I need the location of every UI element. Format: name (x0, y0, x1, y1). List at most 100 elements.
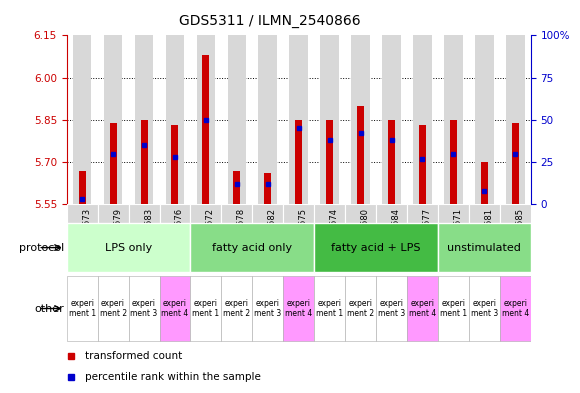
Text: GSM1034571: GSM1034571 (454, 208, 462, 264)
FancyBboxPatch shape (345, 276, 376, 341)
FancyBboxPatch shape (500, 276, 531, 341)
FancyBboxPatch shape (222, 204, 252, 273)
Bar (227, 35, 246, 204)
FancyBboxPatch shape (314, 276, 345, 341)
Text: LPS only: LPS only (105, 242, 152, 253)
Text: experi
ment 4: experi ment 4 (285, 299, 312, 318)
FancyBboxPatch shape (190, 223, 314, 272)
Bar (388, 120, 395, 204)
Bar (202, 55, 209, 204)
Bar (140, 120, 147, 204)
Text: GSM1034578: GSM1034578 (237, 208, 246, 264)
FancyBboxPatch shape (407, 276, 438, 341)
Text: GSM1034576: GSM1034576 (175, 208, 184, 264)
FancyBboxPatch shape (345, 204, 376, 273)
Bar (506, 35, 524, 204)
Text: GSM1034580: GSM1034580 (361, 208, 369, 264)
Text: GSM1034573: GSM1034573 (82, 208, 91, 264)
Text: experi
ment 2: experi ment 2 (347, 299, 374, 318)
Text: other: other (34, 303, 64, 314)
FancyBboxPatch shape (222, 276, 252, 341)
Bar (104, 35, 122, 204)
Text: experi
ment 4: experi ment 4 (161, 299, 188, 318)
Bar (79, 171, 86, 204)
FancyBboxPatch shape (283, 204, 314, 273)
Text: percentile rank within the sample: percentile rank within the sample (85, 372, 261, 382)
Bar (351, 35, 370, 204)
Text: GSM1034584: GSM1034584 (392, 208, 401, 264)
Text: GSM1034579: GSM1034579 (113, 208, 122, 264)
Bar (295, 120, 302, 204)
Text: GSM1034574: GSM1034574 (329, 208, 339, 264)
Text: fatty acid + LPS: fatty acid + LPS (331, 242, 420, 253)
Text: GSM1034581: GSM1034581 (484, 208, 494, 264)
FancyBboxPatch shape (438, 204, 469, 273)
FancyBboxPatch shape (160, 276, 190, 341)
Text: GSM1034582: GSM1034582 (268, 208, 277, 264)
FancyBboxPatch shape (283, 276, 314, 341)
FancyBboxPatch shape (376, 204, 407, 273)
FancyBboxPatch shape (67, 276, 97, 341)
FancyBboxPatch shape (190, 276, 222, 341)
Bar (289, 35, 308, 204)
Bar (326, 120, 333, 204)
Bar (264, 173, 271, 204)
FancyBboxPatch shape (469, 204, 500, 273)
Bar (135, 35, 153, 204)
Text: experi
ment 1: experi ment 1 (440, 299, 467, 318)
FancyBboxPatch shape (252, 276, 283, 341)
Bar (166, 35, 184, 204)
FancyBboxPatch shape (97, 276, 129, 341)
Text: experi
ment 3: experi ment 3 (130, 299, 158, 318)
FancyBboxPatch shape (407, 204, 438, 273)
Bar (450, 120, 457, 204)
FancyBboxPatch shape (469, 276, 500, 341)
Bar (481, 162, 488, 204)
FancyBboxPatch shape (314, 223, 438, 272)
FancyBboxPatch shape (376, 276, 407, 341)
Text: experi
ment 3: experi ment 3 (471, 299, 498, 318)
Bar (172, 125, 179, 204)
Bar (73, 35, 92, 204)
Text: experi
ment 4: experi ment 4 (409, 299, 436, 318)
Bar (320, 35, 339, 204)
Bar (413, 35, 432, 204)
Text: experi
ment 4: experi ment 4 (502, 299, 529, 318)
FancyBboxPatch shape (67, 223, 190, 272)
Bar (197, 35, 215, 204)
Text: fatty acid only: fatty acid only (212, 242, 292, 253)
Text: GSM1034585: GSM1034585 (515, 208, 524, 264)
Text: experi
ment 3: experi ment 3 (254, 299, 281, 318)
Text: transformed count: transformed count (85, 351, 183, 361)
Text: GDS5311 / ILMN_2540866: GDS5311 / ILMN_2540866 (179, 14, 361, 28)
Text: experi
ment 1: experi ment 1 (68, 299, 96, 318)
Text: experi
ment 2: experi ment 2 (223, 299, 251, 318)
Bar (110, 123, 117, 204)
FancyBboxPatch shape (252, 204, 283, 273)
Bar (512, 123, 519, 204)
Text: experi
ment 1: experi ment 1 (316, 299, 343, 318)
Bar (444, 35, 463, 204)
Bar (419, 125, 426, 204)
Bar (233, 171, 240, 204)
Text: protocol: protocol (19, 242, 64, 253)
Text: unstimulated: unstimulated (447, 242, 521, 253)
Bar (382, 35, 401, 204)
Bar (475, 35, 494, 204)
Text: GSM1034572: GSM1034572 (206, 208, 215, 264)
FancyBboxPatch shape (190, 204, 222, 273)
FancyBboxPatch shape (129, 276, 160, 341)
FancyBboxPatch shape (97, 204, 129, 273)
Text: GSM1034577: GSM1034577 (422, 208, 432, 264)
FancyBboxPatch shape (500, 204, 531, 273)
FancyBboxPatch shape (438, 276, 469, 341)
Text: GSM1034575: GSM1034575 (299, 208, 308, 264)
FancyBboxPatch shape (160, 204, 190, 273)
Text: experi
ment 1: experi ment 1 (193, 299, 219, 318)
Bar (357, 106, 364, 204)
Bar (259, 35, 277, 204)
FancyBboxPatch shape (438, 223, 531, 272)
FancyBboxPatch shape (129, 204, 160, 273)
Text: GSM1034583: GSM1034583 (144, 208, 153, 264)
FancyBboxPatch shape (67, 204, 97, 273)
